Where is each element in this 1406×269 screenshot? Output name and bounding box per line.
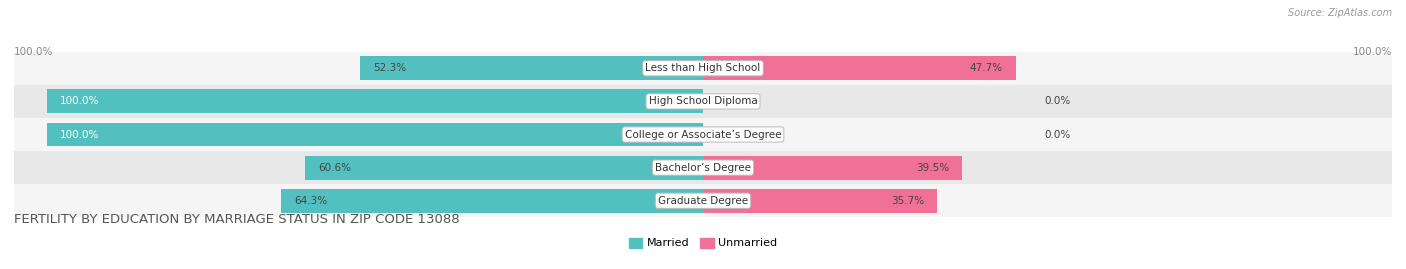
Bar <box>46 90 703 113</box>
Text: Source: ZipAtlas.com: Source: ZipAtlas.com <box>1288 8 1392 18</box>
Bar <box>14 184 1392 217</box>
Bar <box>14 118 1392 151</box>
Bar <box>14 151 1392 184</box>
Text: 60.6%: 60.6% <box>319 162 352 173</box>
Bar <box>14 85 1392 118</box>
Bar <box>703 156 962 179</box>
Bar <box>281 189 703 213</box>
Text: High School Diploma: High School Diploma <box>648 96 758 107</box>
Bar <box>360 56 703 80</box>
Text: Less than High School: Less than High School <box>645 63 761 73</box>
Bar <box>305 156 703 179</box>
Text: 64.3%: 64.3% <box>294 196 328 206</box>
Legend: Married, Unmarried: Married, Unmarried <box>624 233 782 253</box>
Text: FERTILITY BY EDUCATION BY MARRIAGE STATUS IN ZIP CODE 13088: FERTILITY BY EDUCATION BY MARRIAGE STATU… <box>14 213 460 225</box>
Bar <box>46 123 703 146</box>
Bar <box>703 56 1017 80</box>
Text: 39.5%: 39.5% <box>915 162 949 173</box>
Text: 100.0%: 100.0% <box>60 96 100 107</box>
Text: 100.0%: 100.0% <box>60 129 100 140</box>
Text: Graduate Degree: Graduate Degree <box>658 196 748 206</box>
Text: 0.0%: 0.0% <box>1045 129 1070 140</box>
Text: Bachelor’s Degree: Bachelor’s Degree <box>655 162 751 173</box>
Bar <box>14 52 1392 85</box>
Text: 0.0%: 0.0% <box>1045 96 1070 107</box>
Text: 52.3%: 52.3% <box>373 63 406 73</box>
Text: 35.7%: 35.7% <box>891 196 924 206</box>
Text: 47.7%: 47.7% <box>970 63 1002 73</box>
Text: 100.0%: 100.0% <box>14 47 53 57</box>
Text: 100.0%: 100.0% <box>1353 47 1392 57</box>
Bar <box>703 189 938 213</box>
Text: College or Associate’s Degree: College or Associate’s Degree <box>624 129 782 140</box>
